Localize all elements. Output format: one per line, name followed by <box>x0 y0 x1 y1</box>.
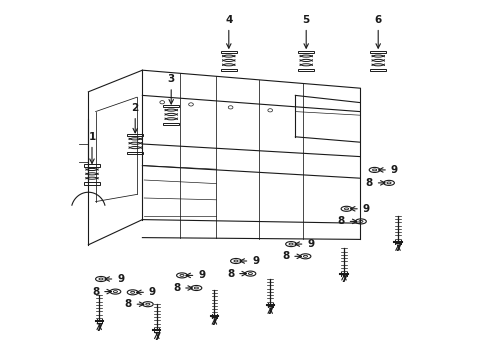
Text: 9: 9 <box>379 165 398 175</box>
Bar <box>163 123 179 125</box>
Text: 8: 8 <box>282 251 301 261</box>
Ellipse shape <box>356 219 367 224</box>
Ellipse shape <box>99 278 103 280</box>
Ellipse shape <box>228 106 233 109</box>
Text: 7: 7 <box>267 306 274 316</box>
Ellipse shape <box>384 180 394 185</box>
Ellipse shape <box>180 274 184 276</box>
Ellipse shape <box>372 169 377 171</box>
Ellipse shape <box>248 273 252 275</box>
Text: 7: 7 <box>341 274 348 284</box>
Text: 1: 1 <box>88 132 96 163</box>
Bar <box>370 51 386 53</box>
Text: 8: 8 <box>173 283 193 293</box>
Ellipse shape <box>143 302 153 307</box>
Ellipse shape <box>127 290 138 295</box>
Bar <box>221 51 237 53</box>
Ellipse shape <box>369 167 380 172</box>
Bar <box>221 69 237 71</box>
Ellipse shape <box>268 109 272 112</box>
Text: 6: 6 <box>374 15 382 48</box>
Text: 7: 7 <box>153 332 161 342</box>
Text: 9: 9 <box>350 204 370 214</box>
Ellipse shape <box>195 287 198 289</box>
Text: 9: 9 <box>105 274 124 284</box>
Bar <box>84 182 100 185</box>
Text: 7: 7 <box>96 323 103 333</box>
Ellipse shape <box>286 242 296 247</box>
Text: 9: 9 <box>186 270 205 280</box>
Ellipse shape <box>131 291 135 293</box>
Bar <box>127 134 143 136</box>
Ellipse shape <box>191 285 202 291</box>
Bar <box>298 69 314 71</box>
Ellipse shape <box>303 255 308 257</box>
Ellipse shape <box>245 271 256 276</box>
Text: 4: 4 <box>225 15 232 48</box>
Ellipse shape <box>176 273 187 278</box>
Text: 9: 9 <box>240 256 259 266</box>
Ellipse shape <box>146 303 150 305</box>
Ellipse shape <box>344 208 348 210</box>
Ellipse shape <box>300 254 311 259</box>
Bar <box>298 51 314 53</box>
Bar <box>370 69 386 71</box>
Text: 2: 2 <box>132 103 139 133</box>
Ellipse shape <box>96 276 106 282</box>
Ellipse shape <box>113 291 118 293</box>
Ellipse shape <box>231 258 242 264</box>
Ellipse shape <box>341 206 352 211</box>
Bar <box>163 105 179 107</box>
Ellipse shape <box>110 289 121 294</box>
Ellipse shape <box>359 220 363 222</box>
Text: 7: 7 <box>211 317 218 327</box>
Text: 8: 8 <box>227 269 246 279</box>
Ellipse shape <box>234 260 238 262</box>
Text: 8: 8 <box>92 287 111 297</box>
Text: 8: 8 <box>366 178 385 188</box>
Bar <box>127 152 143 154</box>
Ellipse shape <box>189 103 194 106</box>
Text: 7: 7 <box>394 243 402 253</box>
Bar <box>84 165 100 167</box>
Text: 8: 8 <box>338 216 357 226</box>
Ellipse shape <box>160 101 165 104</box>
Text: 3: 3 <box>168 74 175 104</box>
Text: 8: 8 <box>124 299 144 309</box>
Text: 5: 5 <box>303 15 310 48</box>
Text: 9: 9 <box>295 239 315 249</box>
Ellipse shape <box>387 182 391 184</box>
Ellipse shape <box>289 243 293 245</box>
Text: 9: 9 <box>137 287 156 297</box>
